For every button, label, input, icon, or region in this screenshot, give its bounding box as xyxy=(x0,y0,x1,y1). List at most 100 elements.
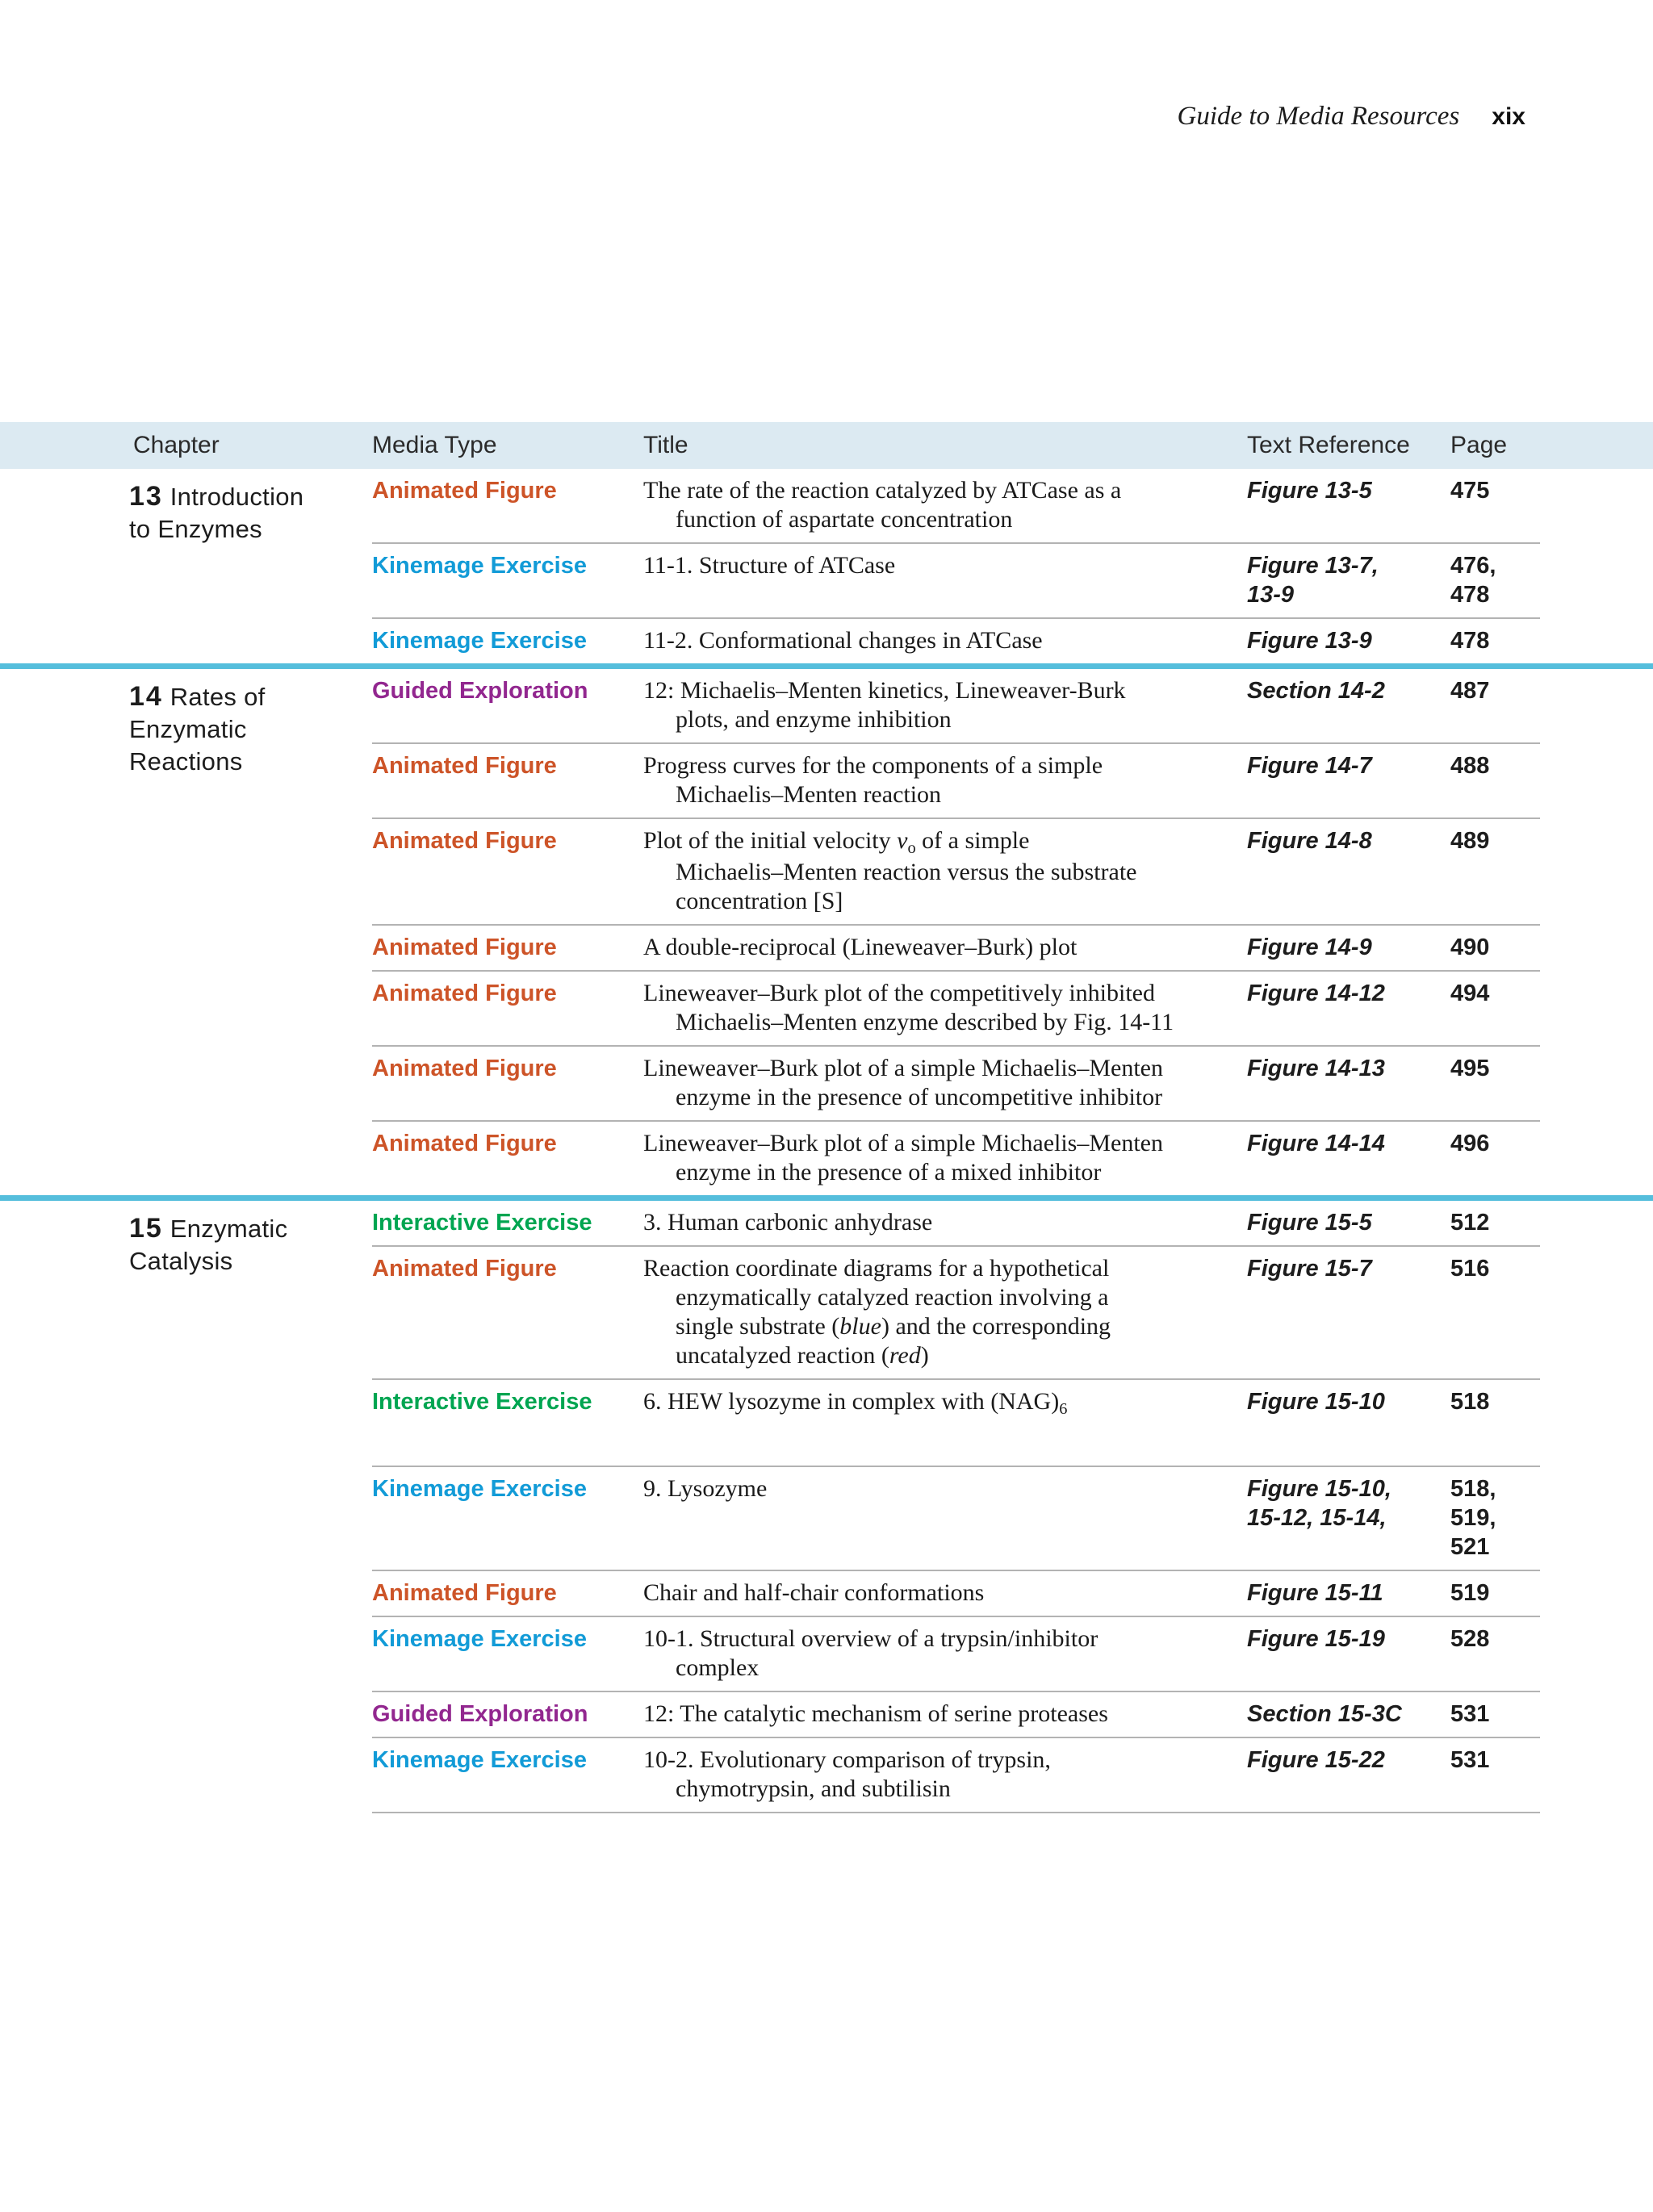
text-reference-line: Figure 15-11 xyxy=(1247,1580,1383,1606)
title-line: plots, and enzyme inhibition xyxy=(676,705,1247,734)
text-reference-cell: Figure 14-12 xyxy=(1247,979,1450,1037)
chapter-cell: 14 Rates of Enzymatic Reactions xyxy=(0,669,372,1195)
chapter-cell: 13 Introduction to Enzymes xyxy=(0,469,372,663)
text-reference-line: Figure 15-10, xyxy=(1247,1476,1391,1502)
text-segment: concentration [S] xyxy=(676,888,843,914)
chapter-name-line: Enzymatic xyxy=(129,715,247,743)
text-segment: Lineweaver–Burk plot of a simple Michael… xyxy=(643,1055,1163,1081)
chapter-name-line: 14 Rates of xyxy=(129,681,266,712)
title-cell: 12: The catalytic mechanism of serine pr… xyxy=(643,1700,1247,1729)
page-number-cell: 488 xyxy=(1450,751,1540,809)
chapter-section: 13 Introduction to Enzymes Animated Figure… xyxy=(0,469,1653,663)
chapter-number: 15 xyxy=(129,1213,163,1244)
title-line: chymotrypsin, and subtilisin xyxy=(676,1775,1247,1804)
page-number-line: 521 xyxy=(1450,1534,1490,1560)
text-segment: uncatalyzed reaction ( xyxy=(676,1342,889,1369)
text-reference-line: Figure 13-7, xyxy=(1247,553,1379,579)
chapter-rows: Guided Exploration 12: Michaelis–Menten k… xyxy=(372,669,1540,1195)
page-number-line: 496 xyxy=(1450,1131,1490,1156)
text-reference-cell: Figure 14-13 xyxy=(1247,1054,1450,1112)
title-cell: Progress curves for the components of a … xyxy=(643,751,1247,809)
chapter-number: 13 xyxy=(129,481,163,512)
chapter-section: 14 Rates of Enzymatic Reactions Guided Expl… xyxy=(0,663,1653,1195)
text-segment: Chair and half-chair conformations xyxy=(643,1579,985,1606)
text-segment: 12: Michaelis–Menten kinetics, Lineweave… xyxy=(643,677,1126,704)
chapter-cell: 15 Enzymatic Catalysis xyxy=(0,1201,372,1812)
text-segment: ) and the corresponding xyxy=(881,1313,1111,1340)
text-segment: ) xyxy=(920,1342,929,1369)
title-cell: Reaction coordinate diagrams for a hypot… xyxy=(643,1254,1247,1370)
page-number-line: 490 xyxy=(1450,935,1490,960)
page-number-cell: 476, 478 xyxy=(1450,551,1540,609)
title-cell: 12: Michaelis–Menten kinetics, Lineweave… xyxy=(643,676,1247,734)
media-type-label: Kinemage Exercise xyxy=(372,1747,587,1773)
text-segment: Plot of the initial velocity xyxy=(643,827,898,854)
title-line: Plot of the initial velocity vo of a sim… xyxy=(643,826,1247,858)
title-line: function of aspartate concentration xyxy=(676,505,1247,534)
text-segment: The rate of the reaction catalyzed by AT… xyxy=(643,477,1122,504)
title-line: enzyme in the presence of uncompetitive … xyxy=(676,1083,1247,1112)
media-type-label: Kinemage Exercise xyxy=(372,1476,587,1502)
text-segment: red xyxy=(889,1342,921,1369)
media-type-label: Animated Figure xyxy=(372,753,557,779)
media-type-label: Animated Figure xyxy=(372,828,557,854)
text-reference-line: Figure 13-9 xyxy=(1247,628,1372,654)
media-resources-table: 13 Introduction to Enzymes Animated Figure… xyxy=(0,469,1653,1813)
title-cell: Lineweaver–Burk plot of a simple Michael… xyxy=(643,1129,1247,1187)
page-number-line: 519, xyxy=(1450,1505,1496,1531)
text-reference-cell: Figure 15-7 xyxy=(1247,1254,1450,1370)
chapter-name-line: Reactions xyxy=(129,747,243,776)
table-row: Kinemage Exercise 9. Lysozyme Figure 15-10… xyxy=(372,1466,1540,1570)
page-number-cell: 489 xyxy=(1450,826,1540,916)
table-row: Interactive Exercise 6. HEW lysozyme in c… xyxy=(372,1378,1540,1466)
page-number-cell: 495 xyxy=(1450,1054,1540,1112)
text-reference-line: 13-9 xyxy=(1247,582,1295,608)
text-segment: 12: The catalytic mechanism of serine pr… xyxy=(643,1700,1108,1727)
page-number-line: 476, xyxy=(1450,553,1496,579)
text-reference-line: Figure 14-12 xyxy=(1247,981,1385,1006)
title-cell: 6. HEW lysozyme in complex with (NAG)6 xyxy=(643,1387,1247,1419)
table-row: Animated Figure Reaction coordinate diagr… xyxy=(372,1245,1540,1378)
chapter-name-line: 13 Introduction xyxy=(129,481,304,512)
chapter-number: 14 xyxy=(129,681,163,712)
page-number-line: 516 xyxy=(1450,1256,1490,1282)
table-row: Animated Figure Chair and half-chair conf… xyxy=(372,1570,1540,1616)
text-segment: A double-reciprocal (Lineweaver–Burk) pl… xyxy=(643,934,1078,960)
media-type-label: Guided Exploration xyxy=(372,678,588,704)
title-cell: 11-1. Structure of ATCase xyxy=(643,551,1247,609)
media-type-label: Kinemage Exercise xyxy=(372,628,587,654)
title-line: 10-2. Evolutionary comparison of trypsin… xyxy=(643,1746,1247,1775)
text-segment: Progress curves for the components of a … xyxy=(643,752,1103,779)
title-cell: Lineweaver–Burk plot of the competitivel… xyxy=(643,979,1247,1037)
page-number-cell: 490 xyxy=(1450,933,1540,962)
page-number-cell: 487 xyxy=(1450,676,1540,734)
text-segment: enzymatically catalyzed reaction involvi… xyxy=(676,1284,1109,1311)
page-number-line: 478 xyxy=(1450,582,1490,608)
text-reference-line: Figure 14-13 xyxy=(1247,1056,1385,1081)
text-reference-line: Section 15-3C xyxy=(1247,1701,1402,1727)
text-segment: enzyme in the presence of uncompetitive … xyxy=(676,1084,1163,1110)
text-reference-line: Section 14-2 xyxy=(1247,678,1385,704)
page-number-cell: 531 xyxy=(1450,1700,1540,1729)
title-line: The rate of the reaction catalyzed by AT… xyxy=(643,476,1247,505)
table-row: Kinemage Exercise 10-1. Structural overvi… xyxy=(372,1616,1540,1691)
media-type-label: Animated Figure xyxy=(372,1056,557,1081)
text-segment: o xyxy=(907,838,916,857)
column-header-title: Title xyxy=(643,432,688,458)
title-line: 3. Human carbonic anhydrase xyxy=(643,1208,1247,1237)
table-row: Animated Figure Progress curves for the c… xyxy=(372,742,1540,817)
table-end-rule xyxy=(372,1812,1540,1813)
text-reference-cell: Figure 13-7, 13-9 xyxy=(1247,551,1450,609)
table-row: Guided Exploration 12: The catalytic mech… xyxy=(372,1691,1540,1737)
text-segment: 3. Human carbonic anhydrase xyxy=(643,1209,933,1236)
media-type-label: Guided Exploration xyxy=(372,1701,588,1727)
chapter-rows: Animated Figure The rate of the reaction … xyxy=(372,469,1540,663)
chapter-section: 15 Enzymatic Catalysis Interactive Exercis… xyxy=(0,1195,1653,1812)
text-segment: complex xyxy=(676,1654,760,1681)
text-segment: v xyxy=(897,827,908,854)
table-row: Guided Exploration 12: Michaelis–Menten k… xyxy=(372,669,1540,742)
text-reference-cell: Figure 14-7 xyxy=(1247,751,1450,809)
text-reference-line: Figure 15-7 xyxy=(1247,1256,1372,1282)
chapter-name-line: Catalysis xyxy=(129,1247,233,1275)
